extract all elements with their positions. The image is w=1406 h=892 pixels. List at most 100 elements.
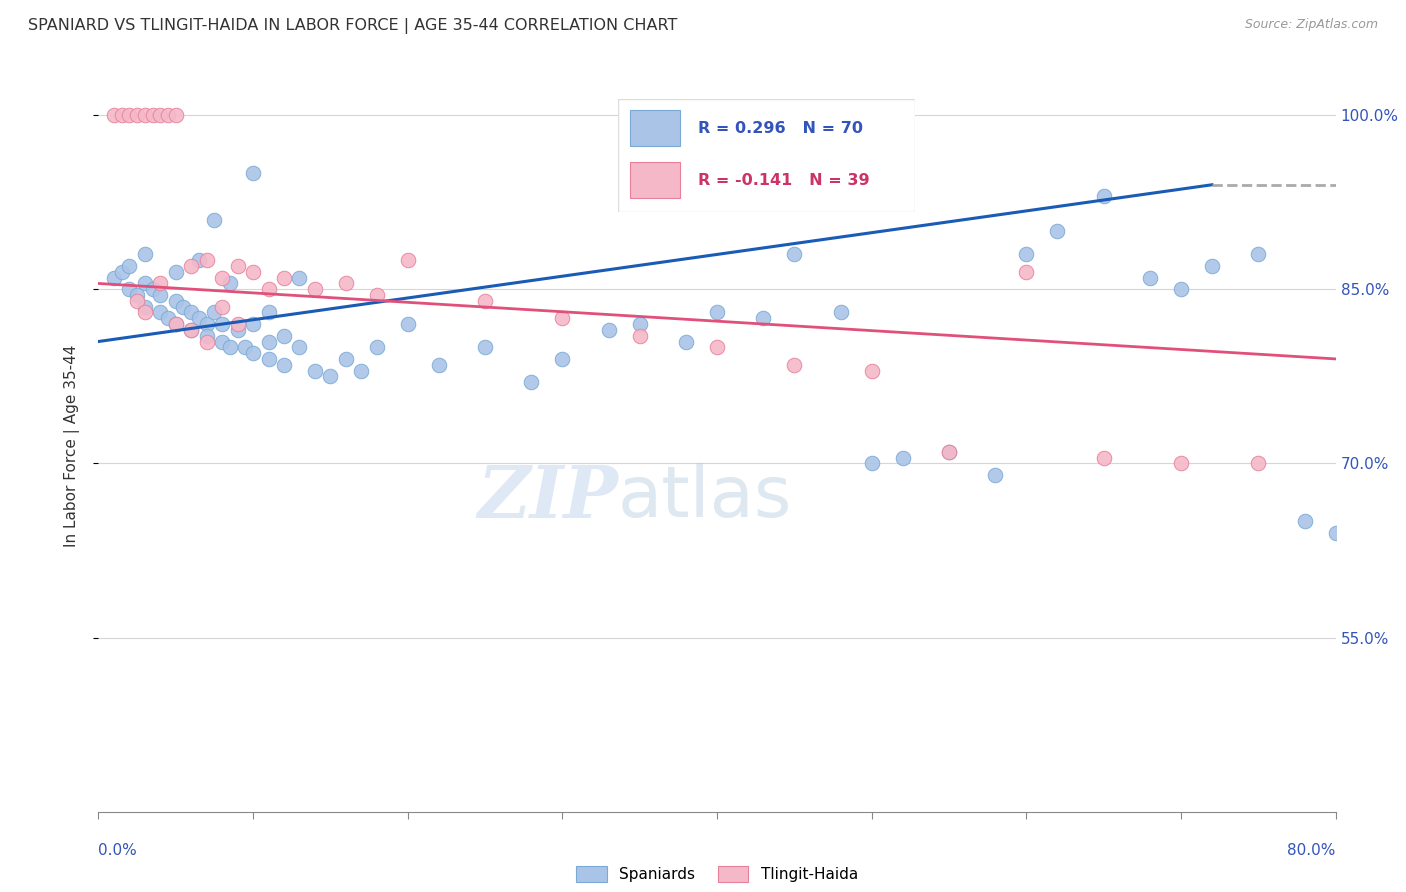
Tlingit-Haida — [396, 253, 419, 268]
Spaniards — [860, 457, 883, 471]
Spaniards — [335, 351, 357, 366]
Spaniards — [204, 212, 226, 227]
Spaniards — [752, 311, 775, 326]
Tlingit-Haida — [127, 108, 149, 122]
Tlingit-Haida — [1092, 450, 1115, 465]
Tlingit-Haida — [180, 259, 202, 273]
Tlingit-Haida — [134, 305, 156, 319]
Tlingit-Haida — [165, 108, 187, 122]
Spaniards — [226, 323, 249, 337]
Spaniards — [211, 317, 233, 331]
Spaniards — [180, 323, 202, 337]
Spaniards — [195, 317, 218, 331]
Tlingit-Haida — [165, 317, 187, 331]
Spaniards — [830, 305, 852, 319]
Tlingit-Haida — [180, 323, 202, 337]
Tlingit-Haida — [127, 293, 149, 308]
Spaniards — [111, 265, 134, 279]
Text: Source: ZipAtlas.com: Source: ZipAtlas.com — [1244, 18, 1378, 31]
Spaniards — [1139, 270, 1161, 285]
Tlingit-Haida — [211, 300, 233, 314]
Spaniards — [165, 265, 187, 279]
Spaniards — [1324, 526, 1347, 541]
Spaniards — [242, 346, 264, 360]
Tlingit-Haida — [1015, 265, 1038, 279]
Spaniards — [1046, 224, 1069, 238]
Spaniards — [165, 293, 187, 308]
Spaniards — [427, 358, 450, 372]
Spaniards — [157, 311, 180, 326]
Tlingit-Haida — [211, 270, 233, 285]
Tlingit-Haida — [226, 259, 249, 273]
Spaniards — [551, 351, 574, 366]
Spaniards — [118, 282, 141, 296]
Spaniards — [149, 305, 172, 319]
Spaniards — [1201, 259, 1223, 273]
Tlingit-Haida — [783, 358, 806, 372]
Spaniards — [1294, 515, 1316, 529]
Spaniards — [598, 323, 620, 337]
Tlingit-Haida — [1247, 457, 1270, 471]
Y-axis label: In Labor Force | Age 35-44: In Labor Force | Age 35-44 — [65, 345, 80, 547]
Spaniards — [938, 445, 960, 459]
Tlingit-Haida — [149, 108, 172, 122]
Spaniards — [204, 305, 226, 319]
Spaniards — [235, 340, 257, 354]
Spaniards — [706, 305, 728, 319]
Spaniards — [628, 317, 651, 331]
Spaniards — [257, 334, 280, 349]
Tlingit-Haida — [335, 277, 357, 291]
Tlingit-Haida — [149, 277, 172, 291]
Tlingit-Haida — [103, 108, 125, 122]
Text: 80.0%: 80.0% — [1288, 843, 1336, 858]
Spaniards — [127, 288, 149, 302]
Spaniards — [134, 300, 156, 314]
Spaniards — [304, 363, 326, 377]
Spaniards — [142, 282, 165, 296]
Spaniards — [984, 468, 1007, 483]
Spaniards — [165, 317, 187, 331]
Tlingit-Haida — [366, 288, 388, 302]
Tlingit-Haida — [860, 363, 883, 377]
Spaniards — [257, 351, 280, 366]
Spaniards — [219, 277, 242, 291]
Tlingit-Haida — [142, 108, 165, 122]
Tlingit-Haida — [118, 108, 141, 122]
Tlingit-Haida — [242, 265, 264, 279]
Spaniards — [180, 305, 202, 319]
Text: atlas: atlas — [619, 463, 793, 532]
Spaniards — [1170, 282, 1192, 296]
Tlingit-Haida — [706, 340, 728, 354]
Tlingit-Haida — [195, 253, 218, 268]
Spaniards — [118, 259, 141, 273]
Spaniards — [1092, 189, 1115, 203]
Tlingit-Haida — [474, 293, 496, 308]
Tlingit-Haida — [551, 311, 574, 326]
Spaniards — [350, 363, 373, 377]
Spaniards — [288, 340, 311, 354]
Spaniards — [257, 305, 280, 319]
Spaniards — [1247, 247, 1270, 261]
Text: 0.0%: 0.0% — [98, 843, 138, 858]
Spaniards — [188, 253, 211, 268]
Tlingit-Haida — [628, 328, 651, 343]
Text: SPANIARD VS TLINGIT-HAIDA IN LABOR FORCE | AGE 35-44 CORRELATION CHART: SPANIARD VS TLINGIT-HAIDA IN LABOR FORCE… — [28, 18, 678, 34]
Spaniards — [188, 311, 211, 326]
Tlingit-Haida — [273, 270, 295, 285]
Spaniards — [474, 340, 496, 354]
Spaniards — [273, 358, 295, 372]
Spaniards — [173, 300, 195, 314]
Tlingit-Haida — [134, 108, 156, 122]
Tlingit-Haida — [938, 445, 960, 459]
Spaniards — [675, 334, 697, 349]
Spaniards — [273, 328, 295, 343]
Spaniards — [366, 340, 388, 354]
Tlingit-Haida — [195, 334, 218, 349]
Tlingit-Haida — [304, 282, 326, 296]
Tlingit-Haida — [1170, 457, 1192, 471]
Text: ZIP: ZIP — [477, 462, 619, 533]
Spaniards — [242, 317, 264, 331]
Spaniards — [211, 334, 233, 349]
Spaniards — [242, 166, 264, 180]
Spaniards — [195, 328, 218, 343]
